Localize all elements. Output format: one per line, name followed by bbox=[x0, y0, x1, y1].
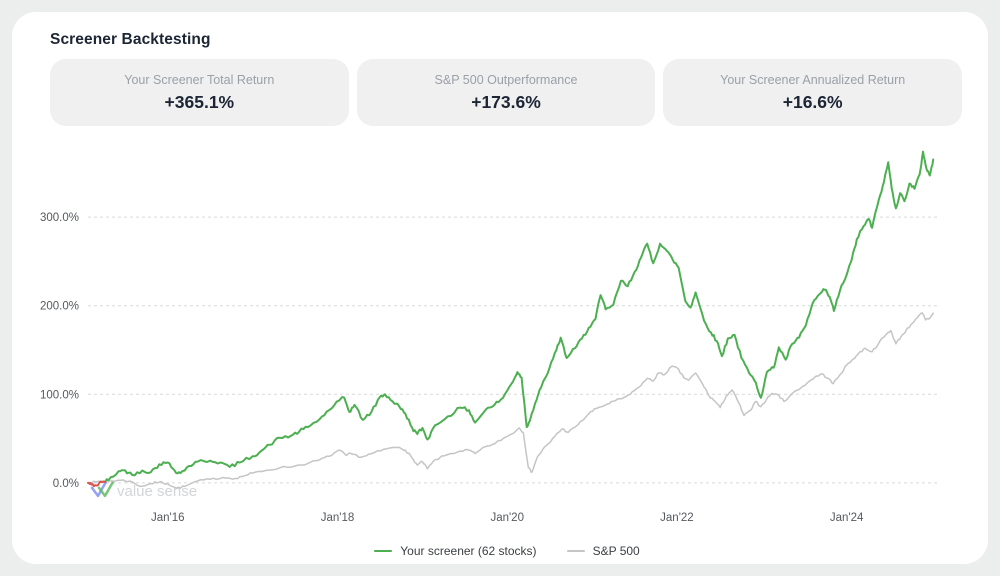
legend-swatch-icon bbox=[566, 550, 585, 552]
stat-value: +365.1% bbox=[164, 91, 235, 112]
stat-value: +16.6% bbox=[782, 91, 843, 112]
legend-label: S&P 500 bbox=[592, 544, 640, 558]
x-tick-label: Jan'16 bbox=[151, 512, 185, 524]
screener-line-negative-start bbox=[87, 480, 106, 488]
x-tick-label: Jan'22 bbox=[660, 512, 694, 524]
stat-card-annualized-return: Your Screener Annualized Return +16.6% bbox=[663, 59, 963, 126]
legend-label: Your screener (62 stocks) bbox=[400, 544, 537, 558]
legend-swatch-icon bbox=[374, 550, 393, 552]
legend-item[interactable]: S&P 500 bbox=[566, 544, 640, 558]
watermark-logo-icon bbox=[97, 480, 115, 498]
screener-backtesting-panel: Screener Backtesting Your Screener Total… bbox=[12, 12, 988, 564]
stat-label: Your Screener Annualized Return bbox=[720, 72, 906, 87]
stat-label: S&P 500 Outperformance bbox=[434, 72, 578, 87]
y-tick-label: 200.0% bbox=[40, 301, 79, 313]
stat-value: +173.6% bbox=[471, 91, 541, 112]
x-tick-label: Jan'20 bbox=[490, 512, 524, 524]
x-tick-label: Jan'24 bbox=[830, 512, 864, 524]
legend-item[interactable]: Your screener (62 stocks) bbox=[374, 544, 537, 558]
stat-card-total-return: Your Screener Total Return +365.1% bbox=[50, 59, 349, 126]
y-tick-label: 300.0% bbox=[40, 212, 79, 224]
sp500-line bbox=[87, 312, 934, 489]
screener-line bbox=[102, 150, 935, 483]
y-tick-label: 100.0% bbox=[40, 389, 79, 401]
x-tick-label: Jan'18 bbox=[321, 512, 355, 524]
stat-label: Your Screener Total Return bbox=[124, 72, 275, 87]
y-tick-label: 0.0% bbox=[53, 478, 79, 490]
backtest-chart: 0.0% 100.0% 200.0% 300.0% Jan'16 Jan'18 Jan'20… bbox=[40, 150, 940, 524]
page-title: Screener Backtesting bbox=[50, 31, 211, 48]
watermark-text: value sense bbox=[117, 483, 197, 500]
stats-row: Your Screener Total Return +365.1% S&P 5… bbox=[50, 59, 963, 126]
chart-area: 0.0% 100.0% 200.0% 300.0% Jan'16 Jan'18 Jan'20… bbox=[26, 129, 988, 558]
watermark-logo-icon bbox=[90, 480, 108, 498]
chart-legend: Your screener (62 stocks) S&P 500 bbox=[26, 544, 988, 558]
stat-card-outperformance: S&P 500 Outperformance +173.6% bbox=[356, 59, 656, 126]
